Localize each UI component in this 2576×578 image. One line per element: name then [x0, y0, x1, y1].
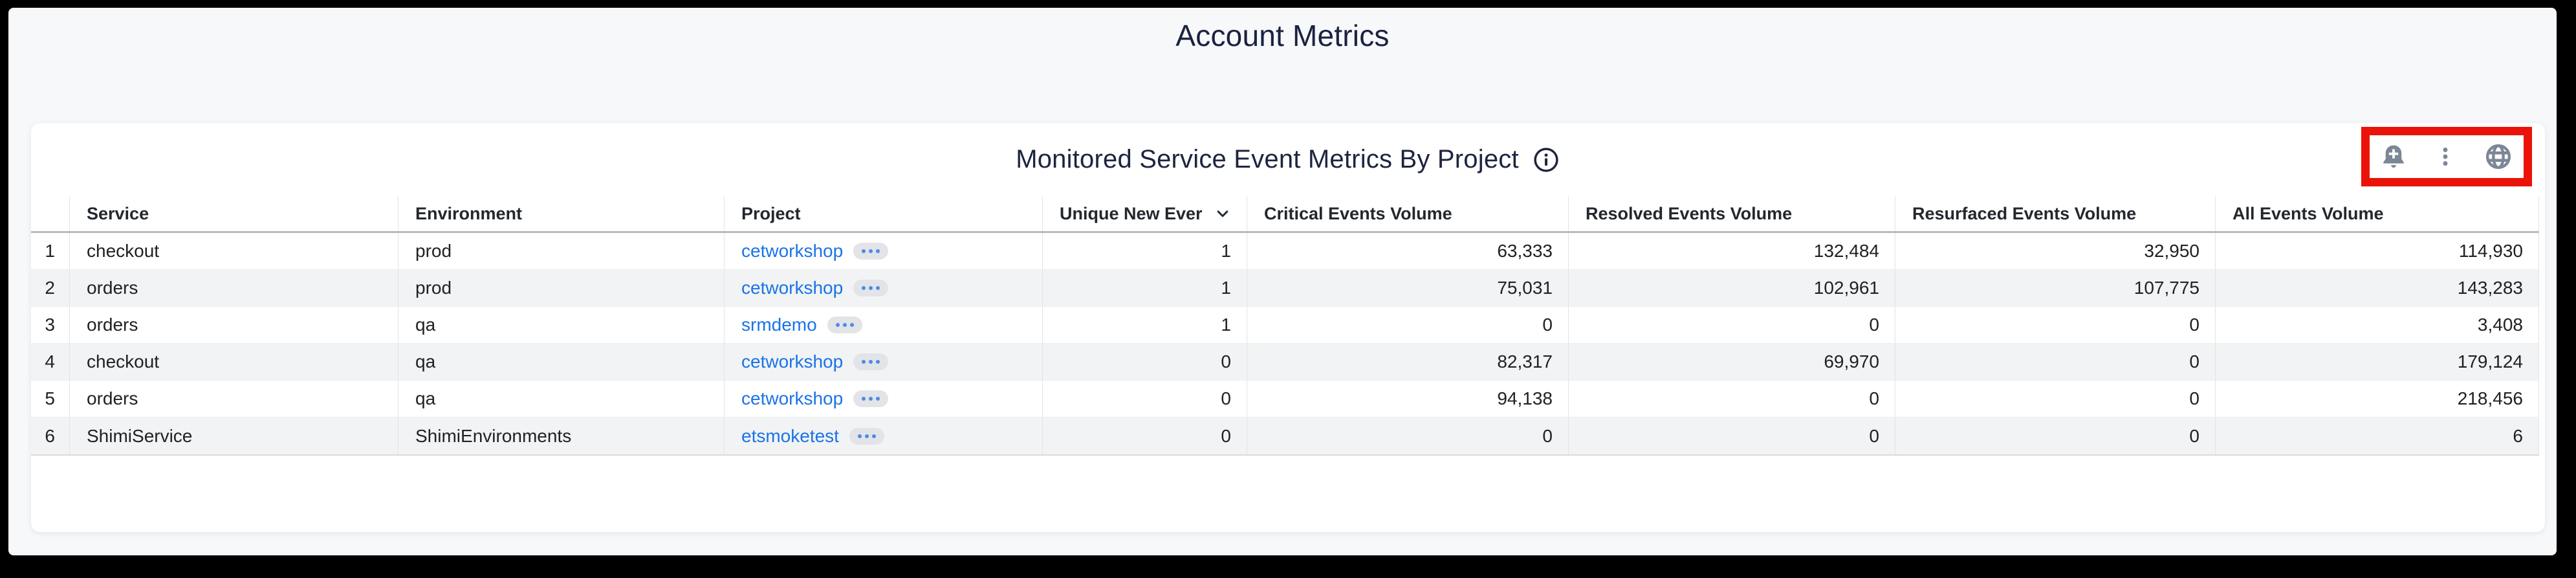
cell-environment: ShimiEnvironments	[398, 417, 725, 454]
ellipsis-pill-icon[interactable]	[853, 280, 889, 296]
row-number: 3	[31, 307, 70, 343]
cell-environment: qa	[398, 381, 725, 417]
cell-all-events-volume: 143,283	[2216, 270, 2539, 306]
cell-resolved-events-volume: 132,484	[1569, 233, 1895, 269]
cell-resurfaced-events-volume: 32,950	[1895, 233, 2216, 269]
cell-environment: prod	[398, 270, 725, 306]
cell-critical-events-volume: 94,138	[1247, 381, 1569, 417]
add-alert-icon[interactable]	[2380, 143, 2407, 170]
cell-resurfaced-events-volume: 0	[1895, 307, 2216, 343]
cell-unique-new-ever: 1	[1043, 270, 1247, 306]
cell-all-events-volume: 6	[2216, 417, 2539, 454]
cell-unique-new-ever: 1	[1043, 233, 1247, 269]
cell-critical-events-volume: 0	[1247, 307, 1569, 343]
cell-service: orders	[70, 381, 398, 417]
header-resolved-events-volume[interactable]: Resolved Events Volume	[1569, 196, 1895, 231]
project-link[interactable]: etsmoketest	[741, 425, 839, 446]
header-label: Service	[87, 203, 149, 223]
header-row-number	[31, 196, 70, 231]
cell-service: checkout	[70, 233, 398, 269]
cell-resurfaced-events-volume: 0	[1895, 344, 2216, 380]
cell-resolved-events-volume: 69,970	[1569, 344, 1895, 380]
cell-resurfaced-events-volume: 0	[1895, 417, 2216, 454]
project-link[interactable]: cetworkshop	[741, 351, 844, 372]
panel-header: Monitored Service Event Metrics By Proje…	[31, 123, 2545, 196]
table-header-row: Service Environment Project Unique New E…	[31, 196, 2539, 233]
cell-critical-events-volume: 75,031	[1247, 270, 1569, 306]
cell-critical-events-volume: 63,333	[1247, 233, 1569, 269]
ellipsis-pill-icon[interactable]	[853, 243, 889, 260]
panel-title: Monitored Service Event Metrics By Proje…	[1016, 145, 1519, 173]
header-label: Project	[741, 203, 801, 223]
cell-all-events-volume: 114,930	[2216, 233, 2539, 269]
cell-unique-new-ever: 0	[1043, 417, 1247, 454]
globe-icon[interactable]	[2483, 142, 2513, 172]
cell-environment: qa	[398, 307, 725, 343]
header-unique-new-ever[interactable]: Unique New Ever	[1043, 196, 1247, 231]
annotation-highlight-box	[2361, 127, 2532, 186]
metrics-table: Service Environment Project Unique New E…	[31, 196, 2539, 456]
cell-resurfaced-events-volume: 107,775	[1895, 270, 2216, 306]
cell-environment: prod	[398, 233, 725, 269]
header-resurfaced-events-volume[interactable]: Resurfaced Events Volume	[1895, 196, 2216, 231]
cell-critical-events-volume: 0	[1247, 417, 1569, 454]
cell-service: orders	[70, 307, 398, 343]
cell-critical-events-volume: 82,317	[1247, 344, 1569, 380]
ellipsis-pill-icon[interactable]	[827, 317, 862, 333]
cell-all-events-volume: 179,124	[2216, 344, 2539, 380]
row-number: 4	[31, 344, 70, 380]
cell-unique-new-ever: 1	[1043, 307, 1247, 343]
header-label: Resurfaced Events Volume	[1912, 203, 2137, 223]
table-row[interactable]: 4 checkout qa cetworkshop 0 82,317 69,97…	[31, 344, 2539, 381]
cell-all-events-volume: 3,408	[2216, 307, 2539, 343]
metrics-panel: Monitored Service Event Metrics By Proje…	[31, 123, 2545, 532]
header-label: Critical Events Volume	[1264, 203, 1452, 223]
cell-service: checkout	[70, 344, 398, 380]
row-number: 1	[31, 233, 70, 269]
cell-resurfaced-events-volume: 0	[1895, 381, 2216, 417]
project-link[interactable]: srmdemo	[741, 315, 817, 335]
table-row[interactable]: 1 checkout prod cetworkshop 1 63,333 132…	[31, 233, 2539, 270]
page-title: Account Metrics	[1175, 19, 1390, 52]
header-label: Environment	[415, 203, 523, 223]
cell-unique-new-ever: 0	[1043, 344, 1247, 380]
row-number: 6	[31, 417, 70, 454]
row-number: 5	[31, 381, 70, 417]
header-environment[interactable]: Environment	[398, 196, 725, 231]
project-link[interactable]: cetworkshop	[741, 388, 844, 408]
table-row[interactable]: 6 ShimiService ShimiEnvironments etsmoke…	[31, 417, 2539, 454]
more-options-icon[interactable]	[2434, 145, 2457, 168]
header-service[interactable]: Service	[70, 196, 398, 231]
header-project[interactable]: Project	[725, 196, 1043, 231]
dashboard-page: Account Metrics Monitored Service Event …	[8, 8, 2557, 555]
cell-service: orders	[70, 270, 398, 306]
cell-resolved-events-volume: 102,961	[1569, 270, 1895, 306]
header-label: Unique New Ever	[1060, 203, 1203, 223]
header-label: Resolved Events Volume	[1586, 203, 1793, 223]
panel-title-wrap: Monitored Service Event Metrics By Proje…	[1016, 145, 1560, 174]
table-body: 1 checkout prod cetworkshop 1 63,333 132…	[31, 233, 2539, 456]
table-row[interactable]: 3 orders qa srmdemo 1 0 0 0 3,408	[31, 307, 2539, 344]
header-label: All Events Volume	[2232, 203, 2384, 223]
chevron-down-icon[interactable]	[1213, 204, 1232, 223]
table-row[interactable]: 5 orders qa cetworkshop 0 94,138 0 0 218…	[31, 381, 2539, 417]
header-all-events-volume[interactable]: All Events Volume	[2216, 196, 2539, 231]
table-row[interactable]: 2 orders prod cetworkshop 1 75,031 102,9…	[31, 270, 2539, 307]
cell-environment: qa	[398, 344, 725, 380]
cell-service: ShimiService	[70, 417, 398, 454]
ellipsis-pill-icon[interactable]	[849, 427, 884, 445]
cell-all-events-volume: 218,456	[2216, 381, 2539, 417]
project-link[interactable]: cetworkshop	[741, 278, 844, 298]
project-link[interactable]: cetworkshop	[741, 241, 844, 261]
cell-resolved-events-volume: 0	[1569, 307, 1895, 343]
header-critical-events-volume[interactable]: Critical Events Volume	[1247, 196, 1569, 231]
cell-resolved-events-volume: 0	[1569, 381, 1895, 417]
row-number: 2	[31, 270, 70, 306]
info-icon[interactable]	[1532, 146, 1560, 174]
cell-resolved-events-volume: 0	[1569, 417, 1895, 454]
ellipsis-pill-icon[interactable]	[853, 390, 889, 407]
ellipsis-pill-icon[interactable]	[853, 353, 889, 370]
cell-unique-new-ever: 0	[1043, 381, 1247, 417]
